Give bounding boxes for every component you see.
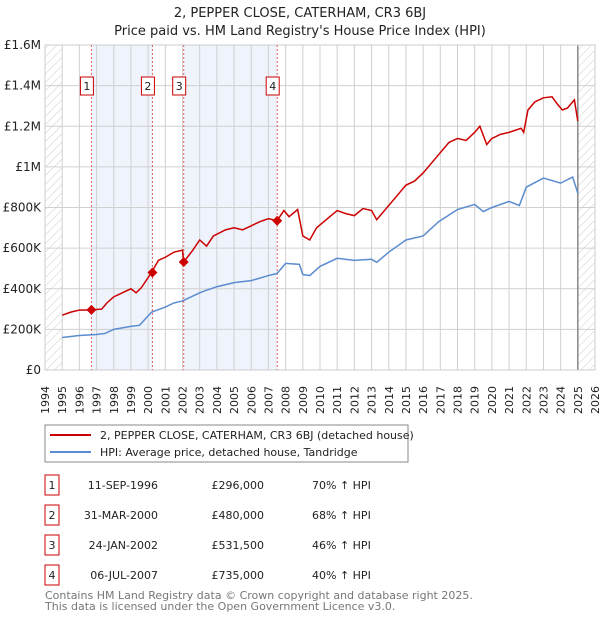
sale-label-box (79, 76, 94, 96)
x-tick-label: 2026 (589, 386, 600, 414)
sale-price: £296,000 (212, 479, 265, 492)
sale-number-box (44, 534, 60, 556)
legend-label-hpi: HPI: Average price, detached house, Tand… (100, 446, 358, 459)
sale-point (147, 267, 158, 278)
sale-point (272, 215, 283, 226)
y-tick-label: £800K (3, 201, 43, 215)
y-tick-label: £600K (3, 241, 43, 255)
sale-number-box (44, 474, 60, 496)
sale-number-box (44, 504, 60, 526)
sale-label-box (140, 76, 155, 96)
sale-price: £735,000 (212, 569, 265, 582)
x-tick-label: 2020 (486, 386, 499, 414)
y-tick-label: £1M (15, 160, 41, 174)
footer-licence: This data is licensed under the Open Gov… (44, 600, 395, 613)
sale-number: 4 (49, 569, 56, 582)
sales-table: 1 11-SEP-1996 £296,000 70% ↑ HPI 2 31-MAR-200… (44, 474, 371, 586)
hpi-line (62, 175, 579, 339)
x-tick-label: 2010 (314, 386, 327, 414)
sale-hpi-diff: 46% ↑ HPI (312, 539, 371, 552)
x-tick-label: 2015 (400, 386, 413, 414)
x-tick-label: 1996 (73, 386, 86, 414)
sale-point (86, 304, 97, 315)
x-tick-label: 1995 (56, 386, 69, 414)
sale-label-number: 2 (144, 80, 151, 93)
x-tick-label: 2023 (537, 386, 550, 414)
sale-label-box (172, 76, 187, 96)
y-tick-label: £1.6M (4, 38, 41, 52)
x-tick-label: 2019 (469, 386, 482, 414)
x-tick-label: 2005 (228, 386, 241, 414)
sale-date: 06-JUL-2007 (90, 569, 158, 582)
sale-label-box (265, 76, 280, 96)
y-tick-label: £200K (3, 322, 43, 336)
x-tick-label: 1998 (108, 386, 121, 414)
x-tick-label: 2000 (142, 386, 155, 414)
x-tick-label: 2011 (331, 386, 344, 414)
sale-label-number: 1 (83, 80, 90, 93)
sale-number: 3 (49, 539, 56, 552)
x-tick-label: 2021 (503, 386, 516, 414)
sale-hpi-diff: 70% ↑ HPI (312, 479, 371, 492)
sale-hpi-diff: 40% ↑ HPI (312, 569, 371, 582)
x-tick-label: 2014 (383, 386, 396, 414)
y-tick-label: £1.4M (4, 79, 41, 93)
sale-number: 2 (49, 509, 56, 522)
chart-title: 2, PEPPER CLOSE, CATERHAM, CR3 6BJ (174, 6, 426, 21)
chart-subtitle: Price paid vs. HM Land Registry's House … (114, 24, 486, 39)
plot-border (44, 44, 596, 371)
sale-price: £480,000 (212, 509, 265, 522)
sale-number: 1 (49, 479, 56, 492)
x-tick-label: 2018 (452, 386, 465, 414)
sale-price: £531,500 (212, 539, 265, 552)
sale-date: 11-SEP-1996 (88, 479, 158, 492)
legend: 2, PEPPER CLOSE, CATERHAM, CR3 6BJ (deta… (44, 424, 414, 463)
y-tick-label: £0 (26, 363, 41, 377)
sale-label-number: 4 (269, 80, 276, 93)
x-tick-label: 2008 (280, 386, 293, 414)
x-tick-label: 2006 (245, 386, 258, 414)
y-tick-label: £1.2M (4, 119, 41, 133)
footer-copyright: Contains HM Land Registry data © Crown c… (45, 589, 473, 602)
x-tick-label: 2016 (417, 386, 430, 414)
y-tick-label: £400K (3, 282, 43, 296)
x-tick-label: 2025 (572, 386, 585, 414)
x-tick-label: 1997 (91, 386, 104, 414)
x-tick-label: 2017 (434, 386, 447, 414)
x-tick-label: 2013 (366, 386, 379, 414)
sale-date: 31-MAR-2000 (84, 509, 158, 522)
sale-hpi-diff: 68% ↑ HPI (312, 509, 371, 522)
x-tick-label: 2022 (520, 386, 533, 414)
sale-number-box (44, 564, 60, 586)
sale-date: 24-JAN-2002 (89, 539, 158, 552)
x-tick-label: 2004 (211, 386, 224, 414)
x-tick-label: 1999 (125, 386, 138, 414)
sale-label-number: 3 (176, 80, 183, 93)
x-tick-label: 2002 (177, 386, 190, 414)
x-tick-label: 2024 (555, 386, 568, 414)
x-tick-label: 2009 (297, 386, 310, 414)
legend-label-property: 2, PEPPER CLOSE, CATERHAM, CR3 6BJ (deta… (100, 429, 414, 442)
x-tick-label: 2003 (194, 386, 207, 414)
x-tick-label: 2007 (262, 386, 275, 414)
x-tick-label: 2012 (348, 386, 361, 414)
x-tick-label: 1994 (39, 386, 52, 414)
x-tick-label: 2001 (159, 386, 172, 414)
sale-point (178, 257, 189, 268)
